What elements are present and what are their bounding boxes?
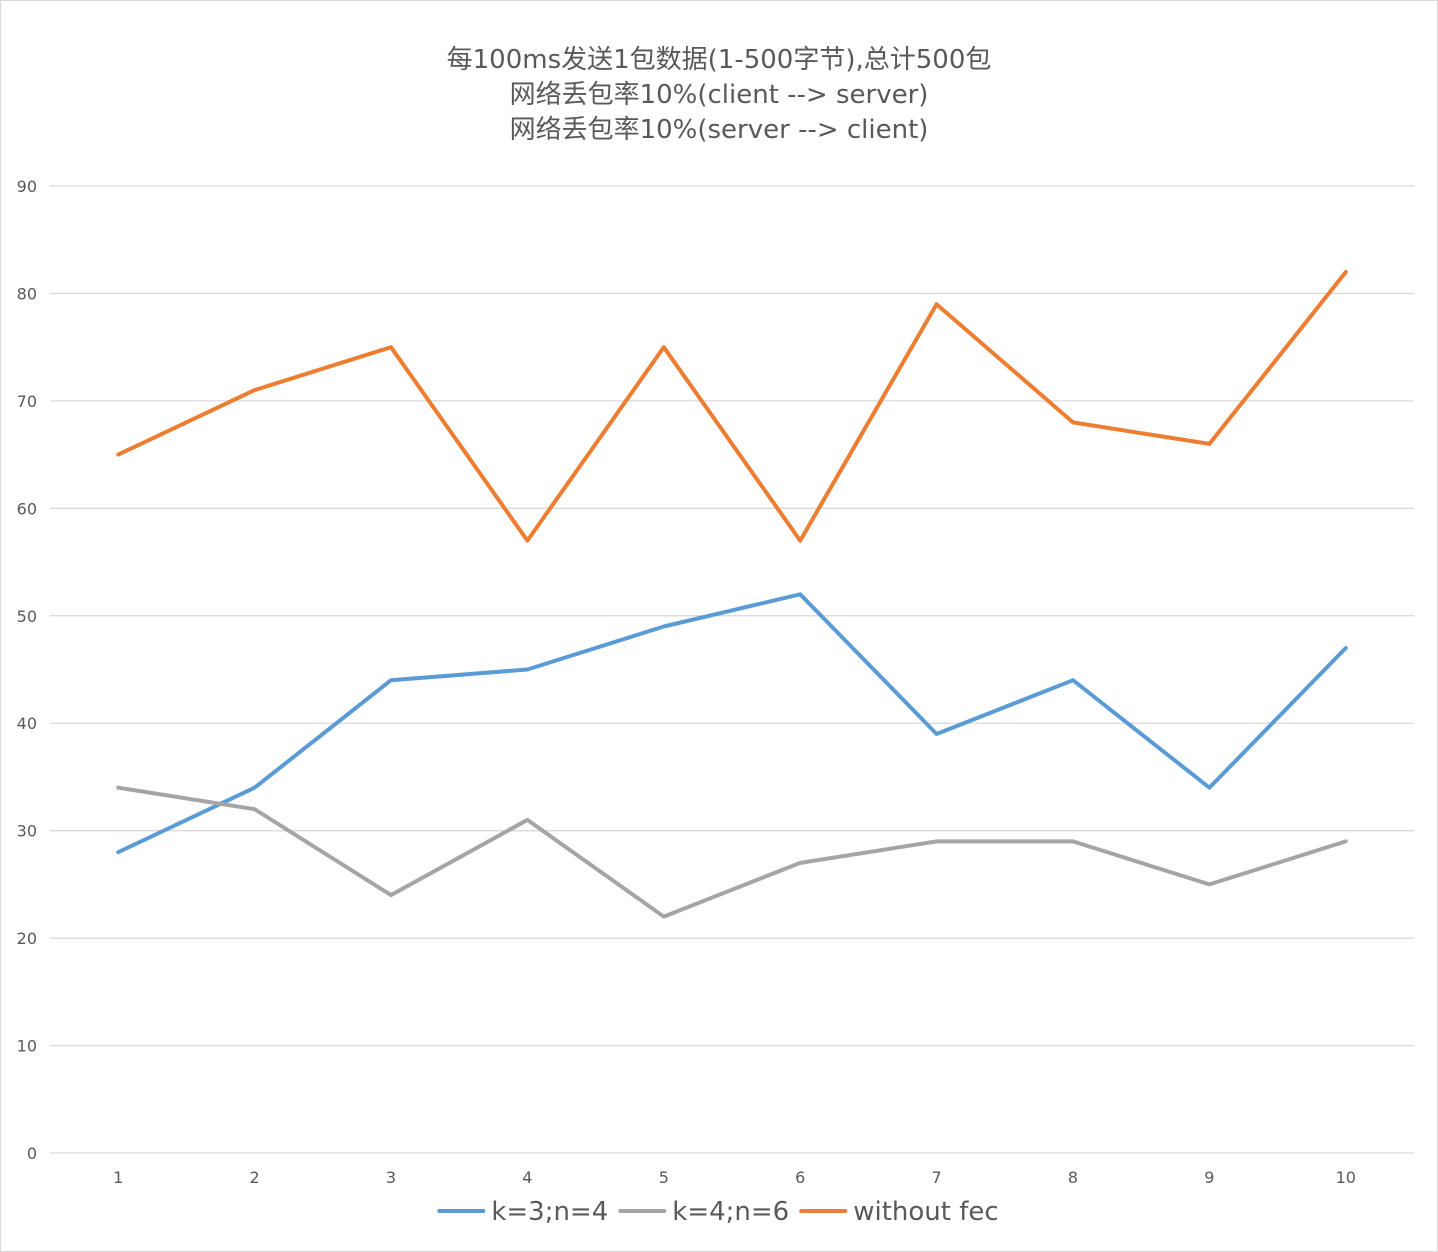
x-tick-label: 2	[250, 1168, 260, 1187]
x-tick-label: 9	[1204, 1168, 1214, 1187]
legend-label-1: k=3;n=4	[491, 1197, 608, 1227]
y-axis: 0 10 20 30 40 50 60 70 80 90	[17, 177, 37, 1163]
gridlines	[50, 185, 1414, 1154]
x-tick-label: 6	[795, 1168, 805, 1187]
x-tick-label: 7	[932, 1168, 942, 1187]
x-axis: 1 2 3 4 5 6 7 8 9 10	[113, 1168, 1356, 1187]
y-tick-label: 90	[17, 177, 37, 196]
chart-title-line-3: 网络丢包率10%(server --> client)	[510, 115, 929, 145]
y-tick-label: 0	[27, 1144, 37, 1163]
series-line-3	[116, 270, 1348, 543]
y-tick-label: 70	[17, 392, 37, 411]
series-line-2	[116, 785, 1348, 919]
x-tick-label: 5	[659, 1168, 669, 1187]
x-tick-label: 1	[113, 1168, 123, 1187]
legend-label-2: k=4;n=6	[672, 1197, 789, 1227]
y-tick-label: 40	[17, 714, 37, 733]
y-tick-label: 50	[17, 607, 37, 626]
x-tick-label: 8	[1068, 1168, 1078, 1187]
chart-title-line-2: 网络丢包率10%(client --> server)	[510, 80, 929, 110]
series-lines	[116, 270, 1348, 919]
y-tick-label: 20	[17, 929, 37, 948]
y-tick-label: 10	[17, 1037, 37, 1056]
legend-label-3: without fec	[853, 1197, 998, 1227]
y-tick-label: 60	[17, 499, 37, 518]
y-tick-label: 80	[17, 284, 37, 303]
x-tick-label: 3	[386, 1168, 396, 1187]
y-tick-label: 30	[17, 822, 37, 841]
x-tick-label: 10	[1336, 1168, 1356, 1187]
chart-title: 每100ms发送1包数据(1-500字节),总计500包 网络丢包率10%(cl…	[447, 45, 992, 145]
chart-title-line-1: 每100ms发送1包数据(1-500字节),总计500包	[447, 45, 992, 75]
x-tick-label: 4	[522, 1168, 532, 1187]
series-line-1	[116, 592, 1348, 855]
legend: k=3;n=4 k=4;n=6 without fec	[437, 1197, 999, 1227]
